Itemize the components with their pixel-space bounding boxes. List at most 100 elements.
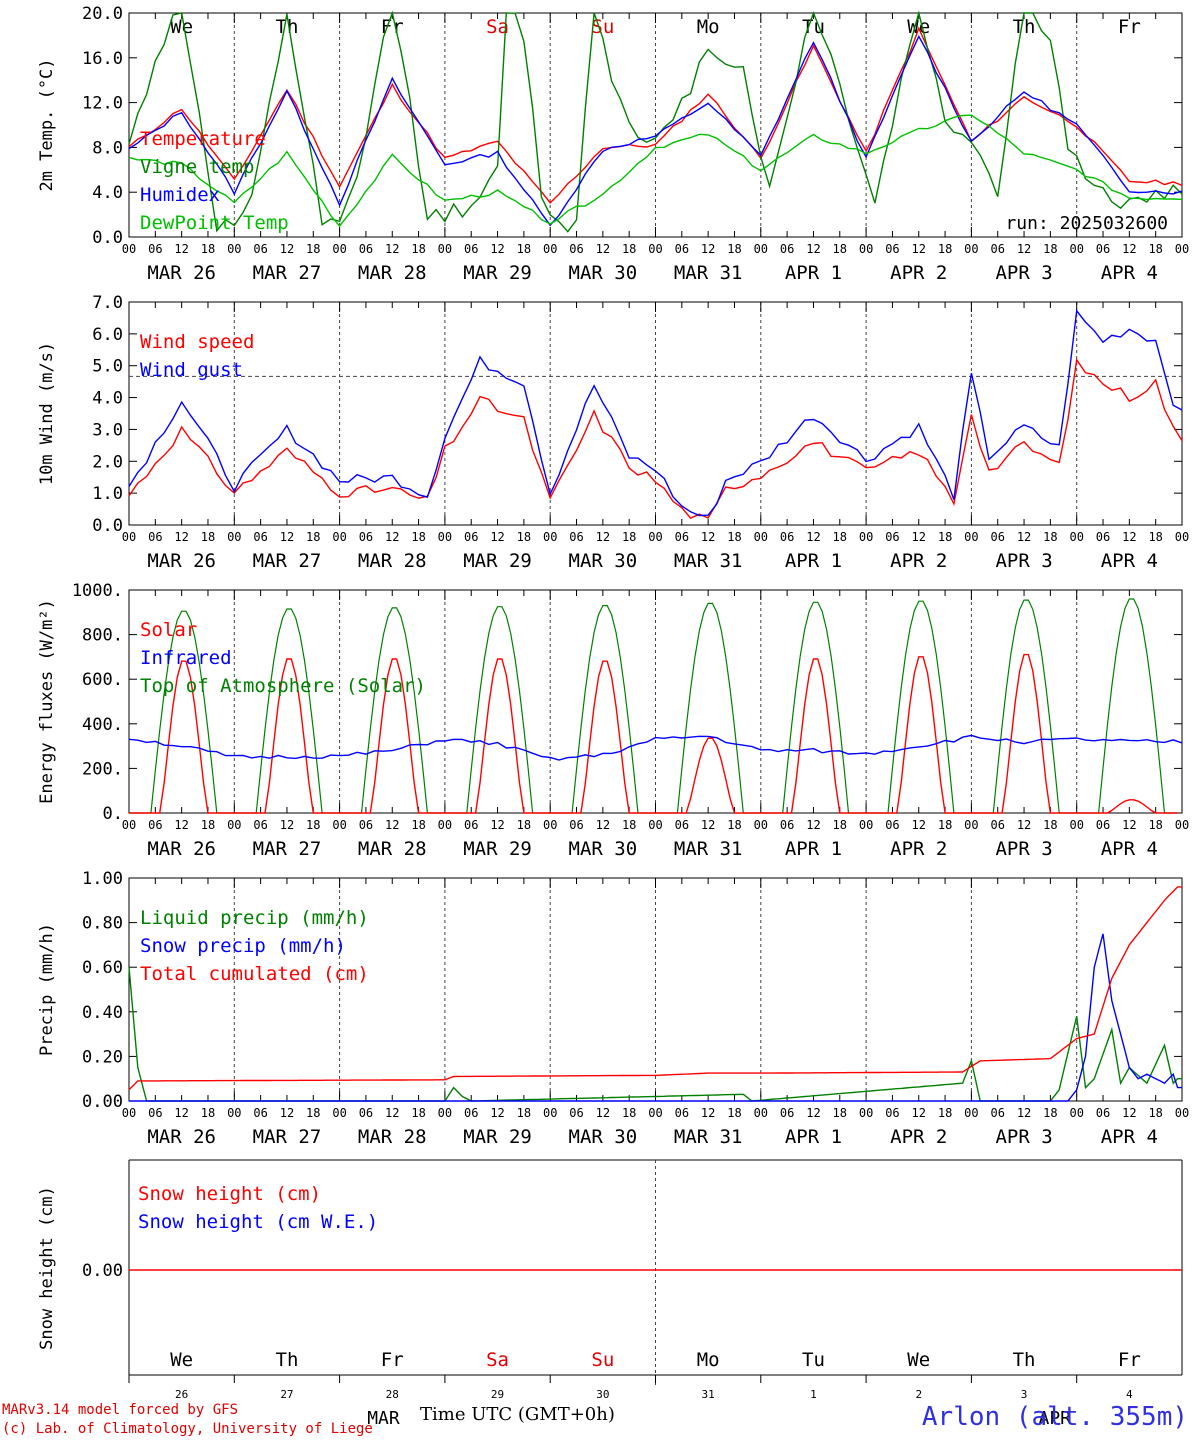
date-label: MAR 26 bbox=[147, 838, 216, 860]
y-axis-label: 2m Temp. (°C) bbox=[37, 58, 57, 191]
y-axis-label: 10m Wind (m/s) bbox=[37, 342, 57, 485]
hour-tick-label: 12 bbox=[280, 1106, 294, 1120]
hour-tick-label: 00 bbox=[964, 242, 978, 256]
date-label: APR 2 bbox=[890, 1126, 947, 1148]
y-tick-label: 0.60 bbox=[82, 958, 123, 978]
hour-tick-label: 00 bbox=[332, 1106, 346, 1120]
date-label: APR 1 bbox=[785, 550, 842, 572]
hour-tick-label: 00 bbox=[122, 242, 136, 256]
date-label: APR 2 bbox=[890, 550, 947, 572]
hour-tick-label: 00 bbox=[859, 818, 873, 832]
hour-tick-label: 18 bbox=[1043, 818, 1057, 832]
panel-frame bbox=[128, 12, 1183, 238]
day-number-label: 30 bbox=[596, 1388, 609, 1401]
y-tick-label: 3.0 bbox=[92, 420, 123, 440]
hour-tick-label: 18 bbox=[622, 818, 636, 832]
legend-entry: Snow height (cm W.E.) bbox=[138, 1211, 378, 1233]
hour-tick-label: 00 bbox=[1069, 530, 1083, 544]
date-label: MAR 30 bbox=[569, 838, 638, 860]
y-tick-label: 1000. bbox=[72, 581, 123, 601]
date-label: APR 1 bbox=[785, 262, 842, 284]
hour-tick-label: 06 bbox=[253, 242, 267, 256]
hour-tick-label: 00 bbox=[438, 818, 452, 832]
hour-tick-label: 00 bbox=[227, 530, 241, 544]
day-number-label: 27 bbox=[280, 1388, 293, 1401]
hour-tick-label: 18 bbox=[938, 818, 952, 832]
month-label: APR bbox=[1039, 1408, 1072, 1429]
date-label: MAR 30 bbox=[569, 262, 638, 284]
date-label: MAR 31 bbox=[674, 550, 743, 572]
legend-entry: Snow precip (mm/h) bbox=[140, 935, 346, 957]
y-axis-label: Energy fluxes (W/m²) bbox=[37, 599, 57, 804]
y-tick-label: 0.0 bbox=[92, 516, 123, 536]
weekday-label: We bbox=[170, 16, 193, 38]
hour-tick-label: 12 bbox=[280, 530, 294, 544]
legend-entry: Snow height (cm) bbox=[138, 1183, 321, 1205]
hour-tick-label: 00 bbox=[227, 1106, 241, 1120]
y-tick-label: 7.0 bbox=[92, 293, 123, 313]
hour-tick-label: 12 bbox=[385, 530, 399, 544]
hour-tick-label: 06 bbox=[569, 818, 583, 832]
weekday-label: Mo bbox=[697, 16, 720, 38]
date-label: MAR 31 bbox=[674, 262, 743, 284]
date-label: MAR 27 bbox=[253, 550, 322, 572]
hour-tick-label: 06 bbox=[990, 242, 1004, 256]
lab-credit: (c) Lab. of Climatology, University of L… bbox=[2, 1421, 373, 1437]
day-number-label: 1 bbox=[810, 1388, 817, 1401]
date-label: MAR 27 bbox=[253, 838, 322, 860]
hour-tick-label: 06 bbox=[780, 530, 794, 544]
toa-solar-line bbox=[129, 598, 1178, 814]
hour-tick-label: 06 bbox=[359, 242, 373, 256]
hour-tick-label: 18 bbox=[517, 242, 531, 256]
hour-tick-label: 06 bbox=[885, 242, 899, 256]
date-label: MAR 28 bbox=[358, 550, 427, 572]
hour-tick-label: 18 bbox=[833, 530, 847, 544]
hour-tick-label: 12 bbox=[1017, 1106, 1031, 1120]
day-number-label: 31 bbox=[702, 1388, 715, 1401]
y-tick-label: 20.0 bbox=[82, 4, 123, 24]
hour-tick-label: 06 bbox=[1096, 1106, 1110, 1120]
hour-tick-label: 06 bbox=[885, 818, 899, 832]
hour-tick-label: 12 bbox=[596, 242, 610, 256]
hour-tick-label: 06 bbox=[569, 530, 583, 544]
day-number-label: 2 bbox=[915, 1388, 922, 1401]
date-label: APR 1 bbox=[785, 1126, 842, 1148]
hour-tick-label: 12 bbox=[1122, 818, 1136, 832]
series-line-0 bbox=[128, 26, 1183, 204]
weekday-label: We bbox=[170, 1349, 193, 1371]
hour-tick-label: 18 bbox=[411, 242, 425, 256]
date-label: MAR 30 bbox=[569, 1126, 638, 1148]
hour-tick-label: 12 bbox=[385, 1106, 399, 1120]
hour-tick-label: 12 bbox=[701, 1106, 715, 1120]
hour-tick-label: 18 bbox=[622, 242, 636, 256]
date-label: MAR 26 bbox=[147, 550, 216, 572]
hour-tick-label: 00 bbox=[332, 530, 346, 544]
panel-frame bbox=[128, 589, 1183, 814]
y-tick-label: 400. bbox=[82, 715, 123, 735]
hour-tick-label: 18 bbox=[1148, 818, 1162, 832]
hour-tick-label: 12 bbox=[174, 1106, 188, 1120]
hour-tick-label: 18 bbox=[1043, 242, 1057, 256]
weekday-label: Th bbox=[1013, 1349, 1036, 1371]
y-tick-label: 16.0 bbox=[82, 49, 123, 69]
hour-tick-label: 12 bbox=[174, 818, 188, 832]
hour-tick-label: 00 bbox=[1069, 818, 1083, 832]
day-number-label: 3 bbox=[1021, 1388, 1028, 1401]
hour-tick-label: 06 bbox=[359, 818, 373, 832]
hour-tick-label: 06 bbox=[148, 242, 162, 256]
hour-tick-label: 00 bbox=[859, 1106, 873, 1120]
legend-entry: Liquid precip (mm/h) bbox=[140, 907, 369, 929]
y-tick-label: 200. bbox=[82, 759, 123, 779]
date-label: APR 3 bbox=[995, 550, 1052, 572]
series-line-1 bbox=[128, 10, 1183, 233]
y-tick-label: 0.00 bbox=[82, 1261, 123, 1281]
hour-tick-label: 00 bbox=[754, 242, 768, 256]
hour-tick-label: 18 bbox=[411, 1106, 425, 1120]
hour-tick-label: 00 bbox=[648, 1106, 662, 1120]
date-label: APR 3 bbox=[995, 1126, 1052, 1148]
model-credit: MARv3.14 model forced by GFS bbox=[2, 1402, 239, 1418]
hour-tick-label: 06 bbox=[253, 1106, 267, 1120]
y-tick-label: 6.0 bbox=[92, 325, 123, 345]
date-label: APR 4 bbox=[1101, 550, 1158, 572]
